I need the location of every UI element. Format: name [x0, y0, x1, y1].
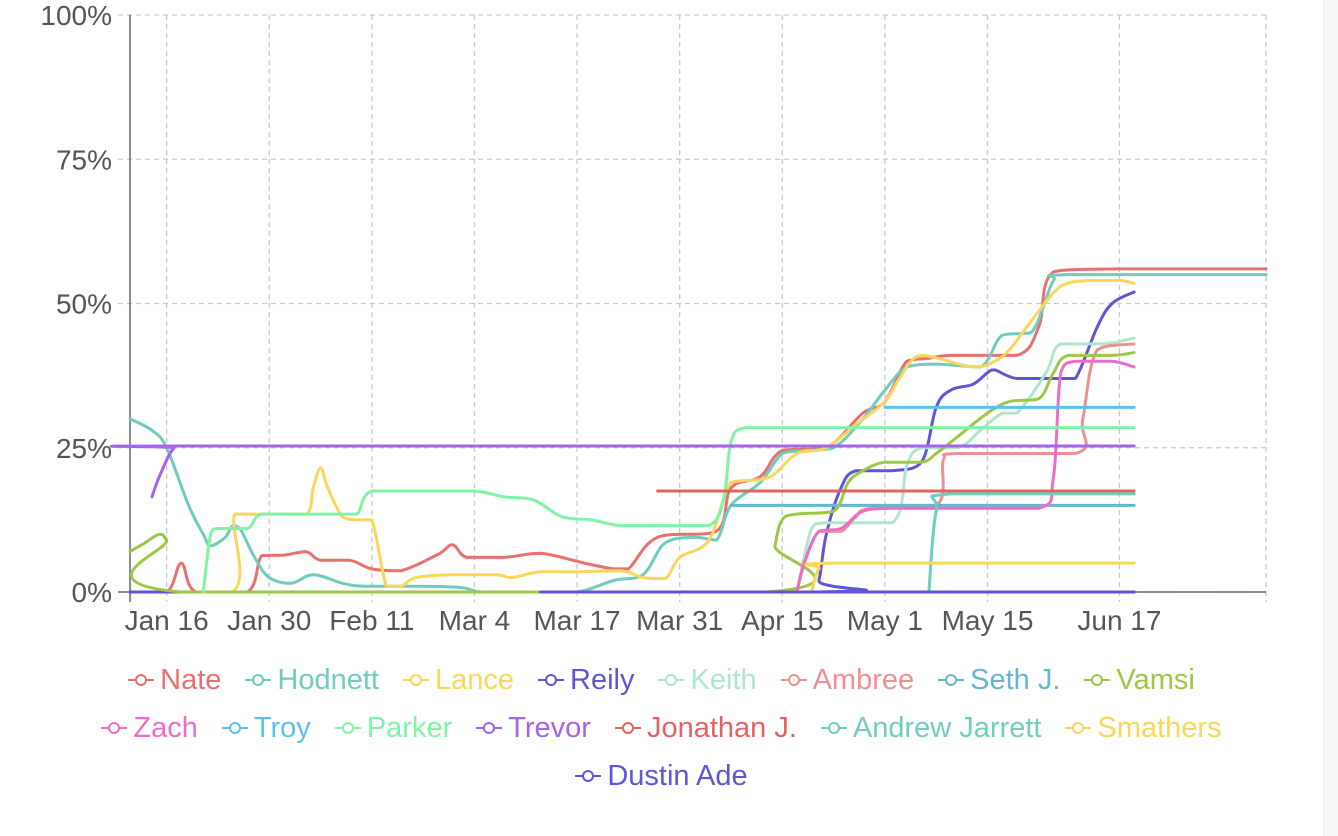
y-tick-label: 25%	[56, 433, 112, 464]
legend-item-jonathan-j[interactable]: Jonathan J.	[614, 711, 797, 745]
legend-item-dustin-ade[interactable]: Dustin Ade	[575, 759, 748, 793]
series-line-andrew-jarrett	[927, 492, 1136, 594]
legend-label: Parker	[366, 712, 453, 744]
legend-marker-icon	[1084, 673, 1111, 687]
series-line-zach	[795, 359, 1136, 594]
series-line-trevor	[109, 444, 1136, 499]
legend-label: Troy	[253, 712, 311, 744]
legend-label: Dustin Ade	[607, 760, 748, 792]
legend-item-troy[interactable]: Troy	[221, 711, 311, 745]
series-line-hodnett	[128, 273, 1268, 594]
legend-marker-icon	[245, 673, 272, 687]
legend-row: Nate Hodnett Lance Reily Keith Ambree Seth J. V…	[0, 656, 1323, 704]
legend-marker-icon	[614, 721, 641, 735]
legend-label: Reily	[570, 664, 635, 696]
legend-marker-icon	[820, 721, 847, 735]
legend-row: Zach Troy Parker Trevor Jonathan J. Andrew Ja…	[0, 704, 1323, 752]
series-line-reily	[128, 290, 1136, 594]
y-tick-label: 50%	[56, 289, 112, 320]
legend-label: Keith	[690, 664, 757, 696]
series-line-nate	[128, 267, 1268, 594]
legend-label: Vamsi	[1116, 664, 1195, 696]
legend-item-hodnett[interactable]: Hodnett	[245, 663, 379, 697]
legend-marker-icon	[575, 769, 602, 783]
legend-item-parker[interactable]: Parker	[334, 711, 453, 745]
legend-label: Zach	[133, 712, 198, 744]
legend-marker-icon	[538, 673, 565, 687]
y-tick-label: 0%	[72, 577, 112, 608]
x-tick-label: Jan 16	[125, 605, 209, 636]
legend-item-ambree[interactable]: Ambree	[780, 663, 915, 697]
legend-label: Lance	[435, 664, 515, 696]
legend-item-andrew-jarrett[interactable]: Andrew Jarrett	[820, 711, 1042, 745]
legend-item-nate[interactable]: Nate	[128, 663, 221, 697]
legend-marker-icon	[658, 673, 685, 687]
x-tick-label: May 15	[942, 605, 1034, 636]
x-tick-label: Mar 4	[439, 605, 511, 636]
series-line-parker	[201, 426, 1136, 594]
legend-marker-icon	[403, 673, 429, 687]
legend-label: Jonathan J.	[646, 712, 797, 744]
legend-label: Smathers	[1097, 712, 1222, 744]
line-chart: 0% 25% 50% 75% 100% Jan 16 Jan 30 Feb 11 Mar 4 Ma…	[40, 0, 1268, 636]
y-tick-label: 100%	[40, 0, 112, 31]
x-tick-label: Apr 15	[741, 605, 824, 636]
x-tick-label: Jan 30	[227, 605, 311, 636]
legend-item-seth-j[interactable]: Seth J.	[938, 663, 1060, 697]
legend-marker-icon	[334, 721, 361, 735]
series-line-ambree	[795, 342, 1136, 594]
x-tick-label: Mar 17	[533, 605, 620, 636]
legend-item-zach[interactable]: Zach	[101, 711, 198, 745]
legend-label: Ambree	[812, 664, 915, 696]
y-tick-label: 75%	[56, 144, 112, 175]
legend-marker-icon	[476, 721, 503, 735]
legend-item-trevor[interactable]: Trevor	[476, 711, 591, 745]
x-tick-label: Feb 11	[329, 605, 414, 636]
legend-item-vamsi[interactable]: Vamsi	[1084, 663, 1195, 697]
legend-label: Seth J.	[970, 664, 1061, 696]
legend-marker-icon	[938, 673, 965, 687]
legend-label: Trevor	[508, 712, 591, 744]
legend-item-lance[interactable]: Lance	[403, 663, 514, 697]
series-line-keith	[795, 336, 1136, 594]
legend-row: Dustin Ade	[0, 752, 1323, 800]
series-line-smathers	[804, 561, 1136, 594]
legend-marker-icon	[101, 721, 128, 735]
chart-legend: Nate Hodnett Lance Reily Keith Ambree Seth J. V…	[0, 656, 1323, 800]
series-line-lance	[128, 278, 1136, 594]
legend-label: Hodnett	[277, 664, 379, 696]
legend-marker-icon	[780, 673, 807, 687]
legend-item-reily[interactable]: Reily	[538, 663, 634, 697]
legend-marker-icon	[128, 673, 155, 687]
x-tick-label: May 1	[847, 605, 923, 636]
legend-label: Andrew Jarrett	[852, 712, 1042, 744]
legend-marker-icon	[1065, 721, 1092, 735]
legend-item-smathers[interactable]: Smathers	[1065, 711, 1222, 745]
x-tick-label: Mar 31	[636, 605, 723, 636]
page-right-edge	[1323, 0, 1338, 836]
legend-label: Nate	[160, 664, 222, 696]
legend-marker-icon	[221, 721, 248, 735]
x-tick-label: Jun 17	[1077, 605, 1161, 636]
legend-item-keith[interactable]: Keith	[658, 663, 757, 697]
series-line-vamsi	[128, 351, 1136, 594]
